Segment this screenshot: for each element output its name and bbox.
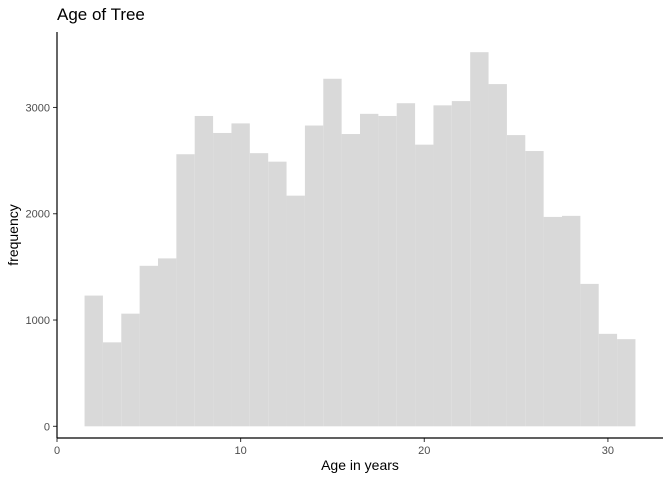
histogram-bar-6 <box>176 154 195 427</box>
histogram-bar-16 <box>360 113 379 427</box>
histogram-bar-30 <box>617 339 636 427</box>
histogram-bar-26 <box>543 216 562 427</box>
histogram-bar-27 <box>562 215 581 427</box>
histogram-bar-22 <box>470 52 489 427</box>
histogram-bar-17 <box>378 115 397 427</box>
histogram-bar-15 <box>341 134 360 427</box>
histogram-bar-10 <box>249 153 269 427</box>
histogram-bar-9 <box>231 123 250 427</box>
histogram-bar-25 <box>525 151 544 427</box>
x-tick-label: 10 <box>235 445 247 457</box>
histogram-bar-2 <box>102 342 122 427</box>
histogram-bar-5 <box>158 258 177 427</box>
histogram-bar-20 <box>433 105 452 427</box>
histogram-bar-18 <box>396 103 416 427</box>
histogram-bar-12 <box>286 195 305 427</box>
x-tick-label: 20 <box>418 445 430 457</box>
histogram-bar-7 <box>194 115 214 427</box>
x-tick-label: 30 <box>602 445 614 457</box>
histogram-bar-3 <box>121 313 140 427</box>
x-axis-title: Age in years <box>321 457 399 473</box>
histogram-bar-23 <box>488 84 507 427</box>
histogram-bar-13 <box>304 125 324 427</box>
histogram-bar-4 <box>139 265 158 427</box>
histogram-bar-24 <box>506 135 526 427</box>
histogram-bar-8 <box>213 132 232 427</box>
histogram-bar-19 <box>415 144 434 427</box>
histogram-bar-14 <box>323 78 342 427</box>
y-tick-label: 0 <box>44 421 50 433</box>
histogram-bar-1 <box>84 295 103 427</box>
y-axis-title: frequency <box>5 204 21 265</box>
histogram-bar-29 <box>598 333 618 427</box>
histogram-bar-21 <box>451 101 471 427</box>
y-axis-ticks: 0 1000 2000 3000 <box>26 102 57 433</box>
y-tick-label: 3000 <box>26 102 50 114</box>
y-tick-label: 2000 <box>26 209 50 221</box>
chart-title: Age of Tree <box>57 5 145 24</box>
x-tick-label: 0 <box>54 445 60 457</box>
histogram-bar-11 <box>268 161 287 427</box>
x-axis-ticks: 0 10 20 30 <box>54 438 614 457</box>
y-tick-label: 1000 <box>26 315 50 327</box>
histogram-bar-28 <box>580 283 599 427</box>
bars-group <box>84 52 636 427</box>
